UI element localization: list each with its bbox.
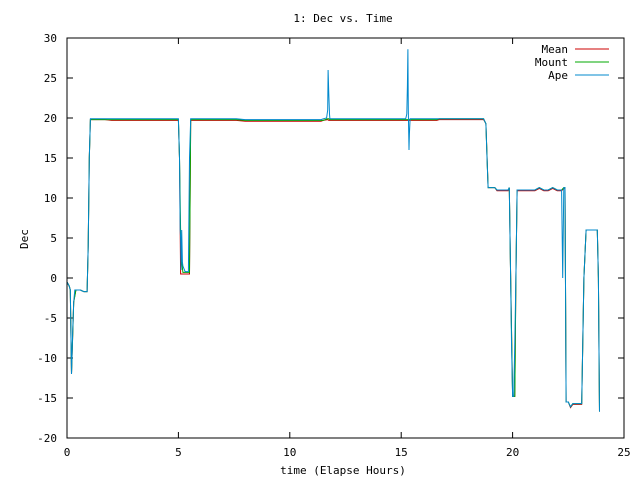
y-tick-label: -10 (37, 352, 57, 365)
x-tick-label: 15 (395, 446, 408, 459)
x-tick-label: 0 (64, 446, 71, 459)
legend-label-mean: Mean (542, 43, 569, 56)
legend-label-mount: Mount (535, 56, 568, 69)
plot-frame (66, 37, 625, 439)
legend-label-ape: Ape (548, 69, 568, 82)
y-tick-label: -5 (44, 312, 57, 325)
series-lines (66, 49, 600, 412)
y-tick-label: 20 (44, 112, 57, 125)
y-tick-label: -20 (37, 432, 57, 445)
x-tick-label: 25 (617, 446, 630, 459)
y-tick-label: 15 (44, 152, 57, 165)
x-axis-label: time (Elapse Hours) (280, 464, 406, 477)
axis-ticks: -20 -15 -10 -5 0 5 10 15 20 25 30 0 5 10 15 20 25 (37, 32, 631, 459)
chart-title: 1: Dec vs. Time (293, 12, 392, 25)
x-tick-label: 10 (283, 446, 296, 459)
y-tick-label: 30 (44, 32, 57, 45)
y-tick-label: 5 (50, 232, 57, 245)
y-axis-label: Dec (18, 229, 31, 249)
y-tick-label: 10 (44, 192, 57, 205)
y-tick-label: 25 (44, 72, 57, 85)
y-tick-label: -15 (37, 392, 57, 405)
x-tick-label: 5 (175, 446, 182, 459)
series-line-ape (66, 49, 600, 412)
y-tick-label: 0 (50, 272, 57, 285)
x-tick-label: 20 (506, 446, 519, 459)
